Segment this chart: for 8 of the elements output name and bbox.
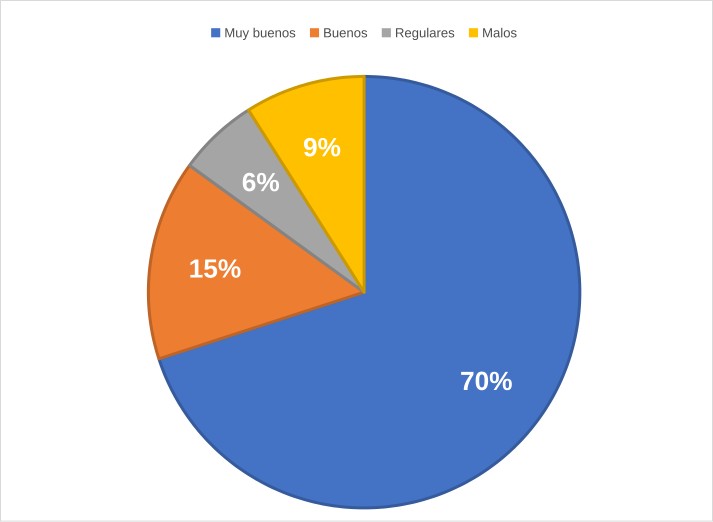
legend-label: Buenos: [324, 28, 368, 38]
data-label: 70%: [461, 372, 512, 390]
data-label: 9%: [304, 138, 340, 157]
legend-label: Regulares: [396, 28, 454, 40]
legend-label: Muy buenos: [225, 28, 296, 40]
data-label: 6%: [242, 173, 279, 192]
data-label: 15%: [190, 260, 241, 278]
legend-label: Malos: [483, 28, 517, 38]
